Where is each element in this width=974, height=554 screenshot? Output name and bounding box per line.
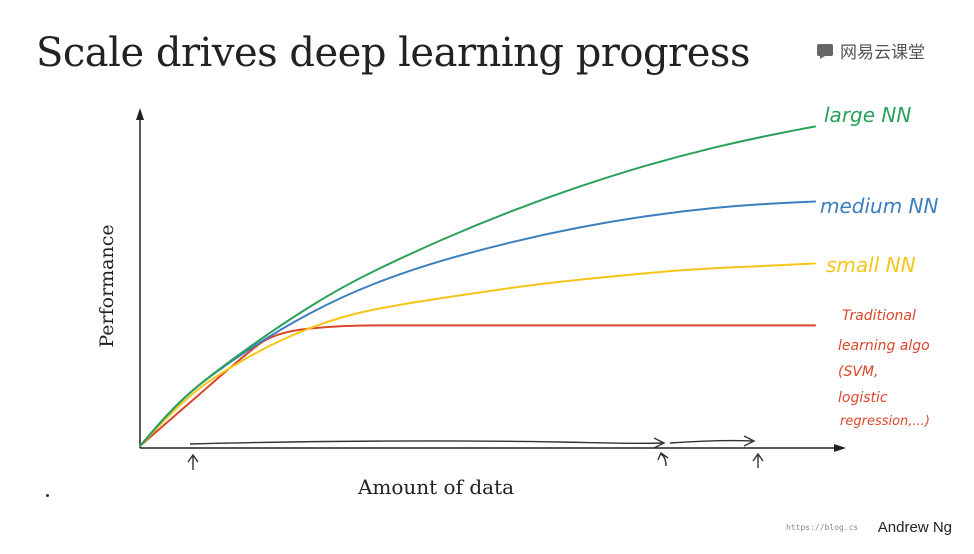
label-trad-line-5: regression,...) bbox=[840, 414, 930, 429]
x-axis-label: Amount of data bbox=[357, 475, 514, 499]
label-trad-line-2: learning algo bbox=[838, 338, 930, 354]
data-range-arrowhead-2 bbox=[743, 435, 756, 447]
tick-arrow-1 bbox=[187, 453, 199, 470]
tick-arrow-3 bbox=[752, 452, 764, 468]
series-line-large bbox=[139, 125, 817, 447]
author-name: Andrew Ng bbox=[877, 519, 952, 536]
label-trad-line-3: (SVM, bbox=[838, 364, 878, 380]
stray-dot bbox=[46, 494, 49, 497]
watermark: https://blog.cs bbox=[786, 523, 859, 532]
label-medium-nn: medium NN bbox=[820, 194, 939, 218]
y-axis-label: Performance bbox=[96, 224, 118, 347]
series-line-traditional bbox=[139, 324, 817, 447]
slide-title: Scale drives deep learning progress bbox=[36, 30, 750, 76]
label-large-nn: large NN bbox=[824, 103, 911, 127]
label-traditional: Traditional learning algo (SVM, logistic… bbox=[838, 308, 930, 429]
axes bbox=[136, 108, 846, 452]
x-axis-arrow bbox=[834, 444, 846, 452]
data-range-arrowhead-1 bbox=[653, 437, 666, 449]
data-range-annotation bbox=[187, 435, 764, 470]
label-trad-line-4: logistic bbox=[838, 390, 888, 406]
series-line-small bbox=[139, 262, 817, 447]
logo-text: 网易云课堂 bbox=[840, 43, 925, 63]
y-axis-arrow bbox=[136, 108, 144, 120]
tick-arrow-2 bbox=[657, 451, 669, 467]
series-line-medium bbox=[139, 200, 817, 447]
data-range-stroke-1 bbox=[189, 440, 663, 445]
data-range-stroke-2 bbox=[669, 439, 753, 444]
label-trad-line-1: Traditional bbox=[842, 308, 916, 324]
logo: 网易云课堂 bbox=[816, 38, 925, 63]
label-small-nn: small NN bbox=[826, 253, 916, 277]
chat-bubble-icon bbox=[817, 43, 833, 59]
series-layer bbox=[139, 125, 817, 447]
